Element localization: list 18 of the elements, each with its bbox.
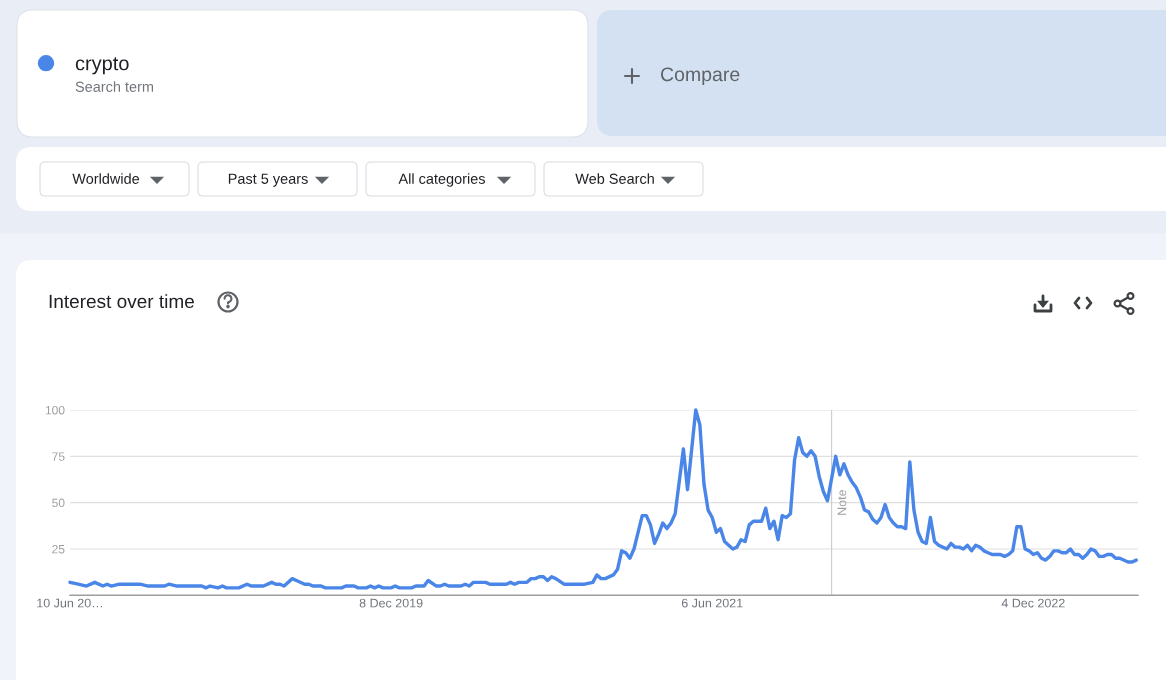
chart-title: Interest over time <box>49 294 194 309</box>
x-tick-label: 8 Dec 2019 <box>359 598 423 608</box>
legend-label: crypto <box>75 57 129 75</box>
y-tick-label: 75 <box>52 452 65 461</box>
text: Compare <box>660 67 740 86</box>
y-tick-label: 100 <box>45 405 65 415</box>
ref-line-label: Note <box>837 490 847 515</box>
text: Past 5 years <box>228 173 308 187</box>
x-tick-label: 6 Jun 2021 <box>681 598 743 608</box>
y-tick-label: 25 <box>52 544 65 554</box>
text: All categories <box>398 173 485 187</box>
text: Web Search <box>575 173 654 184</box>
y-tick-label: 50 <box>52 498 65 508</box>
text: Search term <box>75 81 154 92</box>
x-tick-label: 10 Jun 20… <box>37 598 103 608</box>
line-series <box>68 408 1138 590</box>
text: Worldwide <box>72 173 140 184</box>
x-tick-label: 4 Dec 2022 <box>1001 598 1065 608</box>
